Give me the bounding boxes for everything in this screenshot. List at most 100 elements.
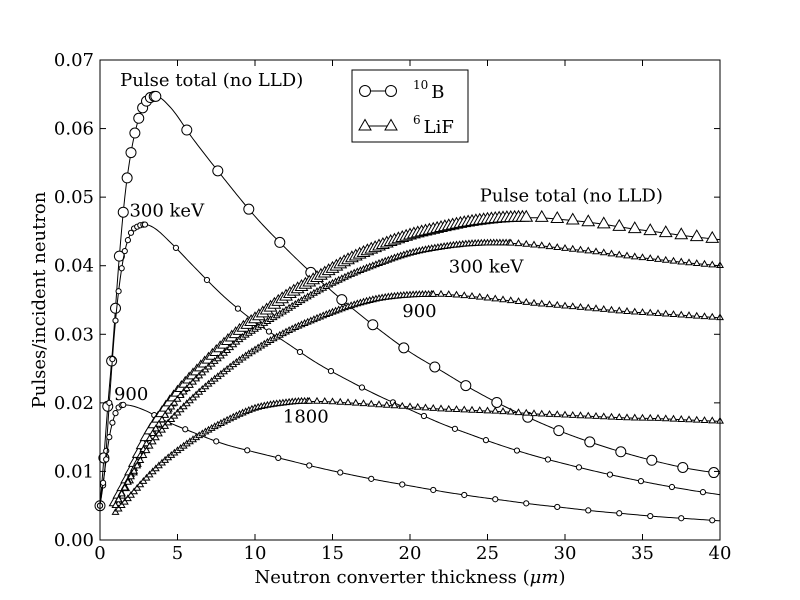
y-tick-label: 0.04 xyxy=(54,256,94,277)
data-point xyxy=(647,512,654,520)
series-b-2 xyxy=(96,401,721,524)
data-point xyxy=(164,406,173,414)
data-point xyxy=(534,209,549,222)
data-point xyxy=(106,434,113,441)
data-point xyxy=(475,406,484,414)
annotation: Pulse total (no LLD) xyxy=(480,185,663,206)
data-point xyxy=(599,305,608,312)
data-point xyxy=(654,254,662,262)
data-point xyxy=(468,405,476,413)
ticks-layer: 0 5 10 15 20 25 30 35 40 0.00 0.01 0.02 0.03 0.04 0.05… xyxy=(54,50,732,564)
data-point xyxy=(154,419,163,427)
data-point xyxy=(460,405,469,413)
data-point xyxy=(127,229,135,236)
data-point xyxy=(584,303,593,311)
data-point xyxy=(537,299,546,307)
data-point xyxy=(313,396,321,404)
data-point xyxy=(170,398,179,406)
data-point xyxy=(545,409,554,417)
data-point xyxy=(646,413,655,421)
data-point xyxy=(553,425,565,437)
data-point xyxy=(537,409,546,417)
data-point xyxy=(638,308,647,316)
data-point xyxy=(406,402,414,410)
data-point xyxy=(399,481,406,488)
data-point xyxy=(176,391,185,399)
data-point xyxy=(182,426,189,433)
data-point xyxy=(592,247,600,255)
data-point xyxy=(607,305,616,313)
data-point xyxy=(692,415,701,423)
data-point xyxy=(658,225,673,238)
data-point xyxy=(530,409,538,417)
y-tick-label: 0.07 xyxy=(54,50,94,71)
y-axis-label: Pulses/incident neutron xyxy=(29,191,50,408)
data-point xyxy=(491,406,500,414)
x-axis-label-symbol: μm xyxy=(530,567,559,588)
data-point xyxy=(584,411,593,419)
data-point xyxy=(367,399,376,407)
data-point xyxy=(109,355,116,363)
data-point xyxy=(320,397,329,404)
data-point xyxy=(499,295,507,303)
y-tick-label: 0.02 xyxy=(54,393,94,414)
data-point xyxy=(114,504,123,512)
x-tick-label: 25 xyxy=(476,543,499,564)
data-point xyxy=(112,410,119,417)
data-point xyxy=(151,433,160,441)
y-tick-label: 0.01 xyxy=(54,461,94,482)
y-tick-label: 0.03 xyxy=(54,324,94,345)
data-point xyxy=(437,289,445,297)
data-point xyxy=(677,310,686,318)
data-point xyxy=(523,500,530,507)
data-point xyxy=(615,250,624,258)
data-point xyxy=(514,408,523,416)
data-point xyxy=(592,411,600,419)
data-point xyxy=(173,394,182,402)
data-point xyxy=(359,399,368,407)
data-point xyxy=(430,486,437,494)
data-point xyxy=(336,294,348,306)
data-point xyxy=(429,361,441,373)
data-point xyxy=(120,401,127,409)
data-point xyxy=(699,489,707,496)
data-point xyxy=(274,236,286,248)
data-point xyxy=(444,404,453,412)
data-point xyxy=(130,466,139,474)
data-point xyxy=(161,422,170,429)
data-point xyxy=(637,478,645,485)
data-point xyxy=(117,489,126,497)
data-point xyxy=(689,229,704,242)
data-point xyxy=(117,206,129,218)
data-point xyxy=(139,476,148,484)
data-point xyxy=(133,112,145,124)
data-point xyxy=(452,405,461,413)
data-point xyxy=(705,230,720,243)
data-point xyxy=(615,413,624,420)
data-point xyxy=(243,203,255,215)
data-point xyxy=(615,306,624,314)
data-point xyxy=(575,464,583,471)
data-point xyxy=(661,255,670,263)
data-point xyxy=(568,244,577,252)
series-lif-6 xyxy=(111,396,724,515)
series-lif-3 xyxy=(108,209,721,507)
data-point xyxy=(451,425,459,432)
y-tick-label: 0.06 xyxy=(54,119,94,140)
data-point xyxy=(491,396,503,408)
data-point xyxy=(627,221,642,234)
series-line xyxy=(99,224,721,506)
series-layer xyxy=(94,90,724,524)
data-point xyxy=(475,292,484,300)
data-point xyxy=(668,483,676,491)
data-point xyxy=(133,461,142,469)
data-point xyxy=(398,401,407,409)
data-point xyxy=(661,309,670,317)
data-point xyxy=(568,410,577,418)
data-point xyxy=(328,397,337,405)
data-point xyxy=(708,260,717,268)
data-point xyxy=(506,296,515,304)
data-point xyxy=(145,441,154,449)
data-point xyxy=(646,254,655,261)
data-point xyxy=(179,387,188,395)
